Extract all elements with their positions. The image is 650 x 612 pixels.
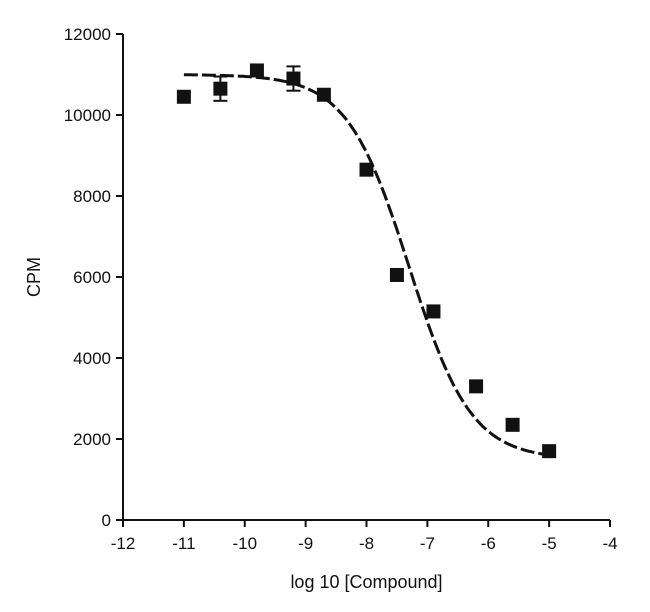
data-point [505, 417, 520, 432]
y-ticks: 0 2000 4000 6000 8000 10000 12000 [64, 25, 123, 530]
x-tick-label: -6 [481, 534, 496, 553]
y-axis-title: CPM [24, 257, 44, 297]
y-tick-label: 12000 [64, 25, 111, 44]
data-points-layer [176, 63, 557, 459]
axes-layer [122, 34, 610, 521]
y-tick-label: 0 [102, 511, 111, 530]
y-tick-label: 4000 [73, 349, 111, 368]
x-tick-label: -4 [602, 534, 617, 553]
fit-curve [183, 73, 550, 457]
fit-curve-layer [183, 73, 550, 457]
x-ticks: -12 -11 -10 -9 -8 -7 -6 -5 -4 [111, 520, 618, 553]
data-point [213, 81, 228, 96]
data-point [389, 267, 404, 282]
data-point [249, 63, 264, 78]
x-tick-label: -12 [111, 534, 136, 553]
x-tick-label: -7 [420, 534, 435, 553]
y-tick-label: 2000 [73, 430, 111, 449]
x-tick-label: -5 [542, 534, 557, 553]
x-axis-title: log 10 [Compound] [290, 572, 442, 592]
data-point [359, 162, 374, 177]
x-tick-label: -11 [172, 534, 195, 553]
data-point [176, 89, 191, 104]
y-tick-label: 6000 [73, 268, 111, 287]
x-tick-label: -10 [232, 534, 257, 553]
data-point [286, 71, 301, 86]
data-point [469, 379, 484, 394]
data-point [542, 444, 557, 459]
y-tick-label: 8000 [73, 187, 111, 206]
y-tick-label: 10000 [64, 106, 111, 125]
data-point [316, 87, 331, 102]
data-point [426, 304, 441, 319]
x-tick-label: -9 [298, 534, 313, 553]
x-tick-label: -8 [359, 534, 374, 553]
